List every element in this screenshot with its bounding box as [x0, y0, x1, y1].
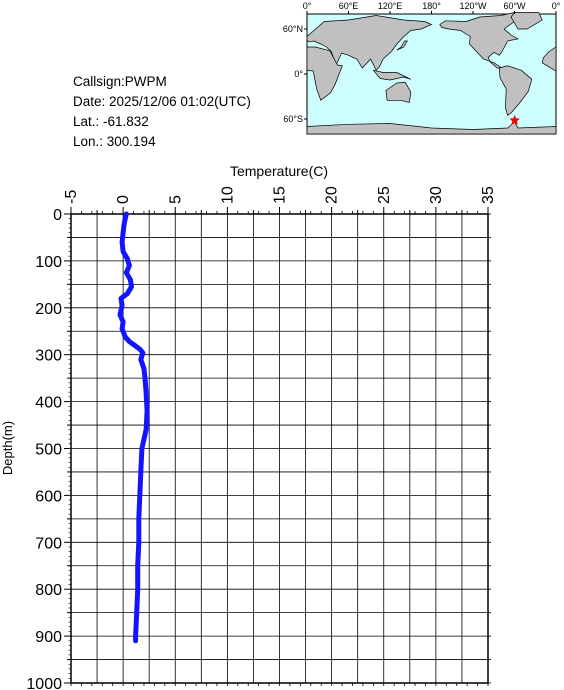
- world-map: 0° 60°E 120°E 180° 120°W 60°W 0° 60°N 0° 60°S: [283, 1, 561, 135]
- y-axis-label: Depth(m): [0, 421, 15, 475]
- japan-islands: [396, 40, 408, 51]
- y-tick-label: 700: [35, 535, 62, 552]
- x-axis-label: Temperature(C): [230, 163, 328, 179]
- map-lat-labels: 60°N 0° 60°S: [283, 24, 304, 124]
- map-lon-label: 120°E: [378, 1, 403, 11]
- y-tick-label: 800: [35, 582, 62, 599]
- plot-grid: [70, 213, 489, 684]
- x-tick-label: 20: [324, 186, 341, 204]
- africa-landmass: [306, 46, 343, 101]
- longitude-text: Lon.: 300.194: [73, 134, 156, 149]
- australia-landmass: [385, 81, 412, 103]
- float-position-star: [509, 114, 521, 125]
- y-tick-label: 1000: [26, 676, 62, 690]
- map-lon-labels: 0° 60°E 120°E 180° 120°W 60°W 0°: [303, 1, 561, 11]
- y-tick-label: 500: [35, 442, 62, 459]
- callsign-text: Callsign:PWPM: [73, 74, 167, 89]
- eurasia-landmass: [306, 15, 433, 71]
- x-tick-label: 15: [272, 186, 289, 204]
- x-tick-label: 30: [428, 186, 445, 204]
- north-america-landmass: [439, 12, 530, 69]
- map-lon-label: 180°: [422, 1, 441, 11]
- map-frame-ticks: [304, 11, 557, 120]
- map-lat-label: 60°N: [283, 24, 303, 34]
- x-tick-label: 10: [219, 186, 236, 204]
- y-tick-label: 100: [35, 254, 62, 271]
- latitude-text: Lat.: -61.832: [73, 114, 149, 129]
- x-tick-label: 35: [480, 186, 497, 204]
- map-marker: [509, 114, 521, 125]
- station-info: Callsign:PWPM Date: 2025/12/06 01:02(UTC…: [73, 72, 251, 152]
- x-tick-label: 0: [115, 195, 132, 204]
- y-tick-label: 600: [35, 488, 62, 505]
- x-tick-label: 25: [376, 186, 393, 204]
- y-tick-label: 900: [35, 629, 62, 646]
- date-text: Date: 2025/12/06 01:02(UTC): [73, 94, 251, 109]
- map-lat-label: 0°: [294, 69, 303, 79]
- indonesia-islands: [372, 69, 411, 81]
- map-lon-label: 0°: [303, 1, 312, 11]
- x-tick-label: -5: [63, 190, 80, 204]
- south-america-landmass: [498, 65, 533, 116]
- map-lon-label: 0°: [552, 1, 561, 11]
- map-lon-label: 120°W: [459, 1, 487, 11]
- map-lon-label: 60°E: [339, 1, 359, 11]
- africa-west-bulge: [541, 46, 557, 71]
- x-tick-label: 5: [167, 195, 184, 204]
- profile-plot: -5 0 5 10 15 20 25 30 35 01002003004005006007008…: [0, 163, 497, 690]
- x-tick-labels: -5 0 5 10 15 20 25 30 35: [63, 186, 497, 204]
- greenland-landmass: [510, 12, 543, 30]
- y-tick-label: 300: [35, 348, 62, 365]
- y-tick-label: 0: [53, 207, 62, 224]
- axis-ticks: [64, 207, 491, 686]
- series-layer: [117, 211, 150, 644]
- map-lat-label: 60°S: [283, 114, 303, 124]
- y-tick-label: 200: [35, 301, 62, 318]
- temperature-profile-line: [117, 211, 150, 644]
- y-tick-labels: 0 100 200 300 400 500 600 700 800 900 1000: [26, 207, 62, 690]
- map-lon-label: 60°W: [503, 1, 526, 11]
- antarctica-landmass: [306, 121, 557, 135]
- map-land: [306, 12, 557, 135]
- y-tick-label: 400: [35, 395, 62, 412]
